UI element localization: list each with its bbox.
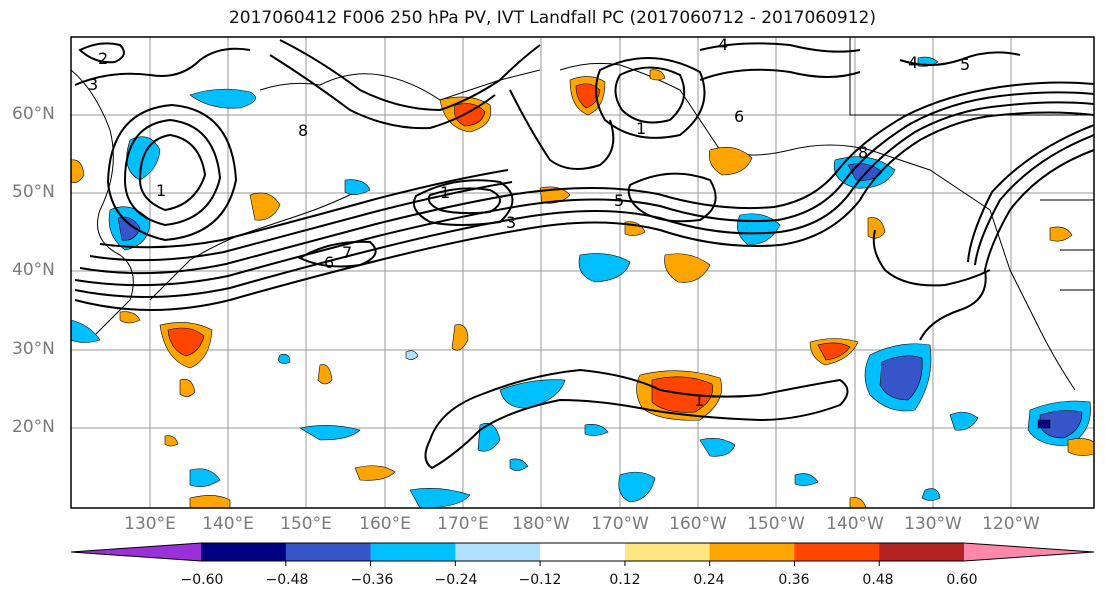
- colorbar-tick-label: 0.12: [609, 572, 641, 588]
- map-title: 2017060412 F006 250 hPa PV, IVT Landfall…: [228, 8, 876, 28]
- lon-label: 130°E: [124, 514, 176, 534]
- contour-label: 6: [324, 253, 334, 272]
- lat-label-60n: 60°N: [12, 104, 55, 124]
- lon-label: 170°E: [437, 514, 489, 534]
- lon-label: 140°E: [202, 514, 254, 534]
- contour-label: 8: [298, 121, 308, 140]
- lon-label: 120°W: [982, 514, 1040, 534]
- colorbar-tick-label: −0.24: [434, 572, 478, 588]
- map-frame: [70, 36, 1095, 509]
- colorbar-tick-label: −0.12: [518, 572, 562, 588]
- lon-label: 160°W: [669, 514, 727, 534]
- lon-label: 170°W: [591, 514, 649, 534]
- lon-label: 160°E: [359, 514, 411, 534]
- lon-label: 140°W: [826, 514, 884, 534]
- colorbar-tick-label: −0.48: [265, 572, 309, 588]
- contour-label: 4: [718, 35, 728, 54]
- lon-label: 150°E: [280, 514, 332, 534]
- negative-anomalies: [71, 56, 1091, 508]
- contour-label: 3: [506, 213, 516, 232]
- lon-label: 130°W: [904, 514, 962, 534]
- contour-label: 4: [908, 53, 918, 72]
- contour-label: 5: [960, 55, 970, 74]
- contour-label: 2: [98, 49, 108, 68]
- colorbar-tick-label: 0.36: [778, 572, 810, 588]
- contour-labels: 2 3 4 8 1 6 7 5 3 1 8 6 4 5 1 1: [88, 35, 970, 410]
- colorbar-tick-label: 0.24: [693, 572, 725, 588]
- lon-label: 150°W: [747, 514, 805, 534]
- colorbar-tick-label: −0.60: [180, 572, 224, 588]
- colorbar-tick-label: 0.48: [862, 572, 894, 588]
- contour-label: 6: [734, 107, 744, 126]
- contour-label: 1: [636, 119, 646, 138]
- pv-contours: [74, 39, 1094, 470]
- colorbar-tick-label: 0.60: [946, 572, 978, 588]
- lat-label-30n: 30°N: [12, 339, 55, 359]
- anomaly-contour-label: 1: [694, 391, 704, 410]
- lon-label: 180°W: [512, 514, 570, 534]
- contour-label: 7: [342, 243, 352, 262]
- lat-label-20n: 20°N: [12, 417, 55, 437]
- contour-label: 1: [440, 183, 450, 202]
- positive-anomalies: [71, 69, 1094, 508]
- contour-label: 1: [156, 181, 166, 200]
- colorbar-tick-label: −0.36: [350, 572, 394, 588]
- contour-label: 5: [614, 191, 624, 210]
- contour-label: 8: [858, 143, 868, 162]
- contour-label: 3: [88, 75, 98, 94]
- lat-label-50n: 50°N: [12, 182, 55, 202]
- lat-label-40n: 40°N: [12, 260, 55, 280]
